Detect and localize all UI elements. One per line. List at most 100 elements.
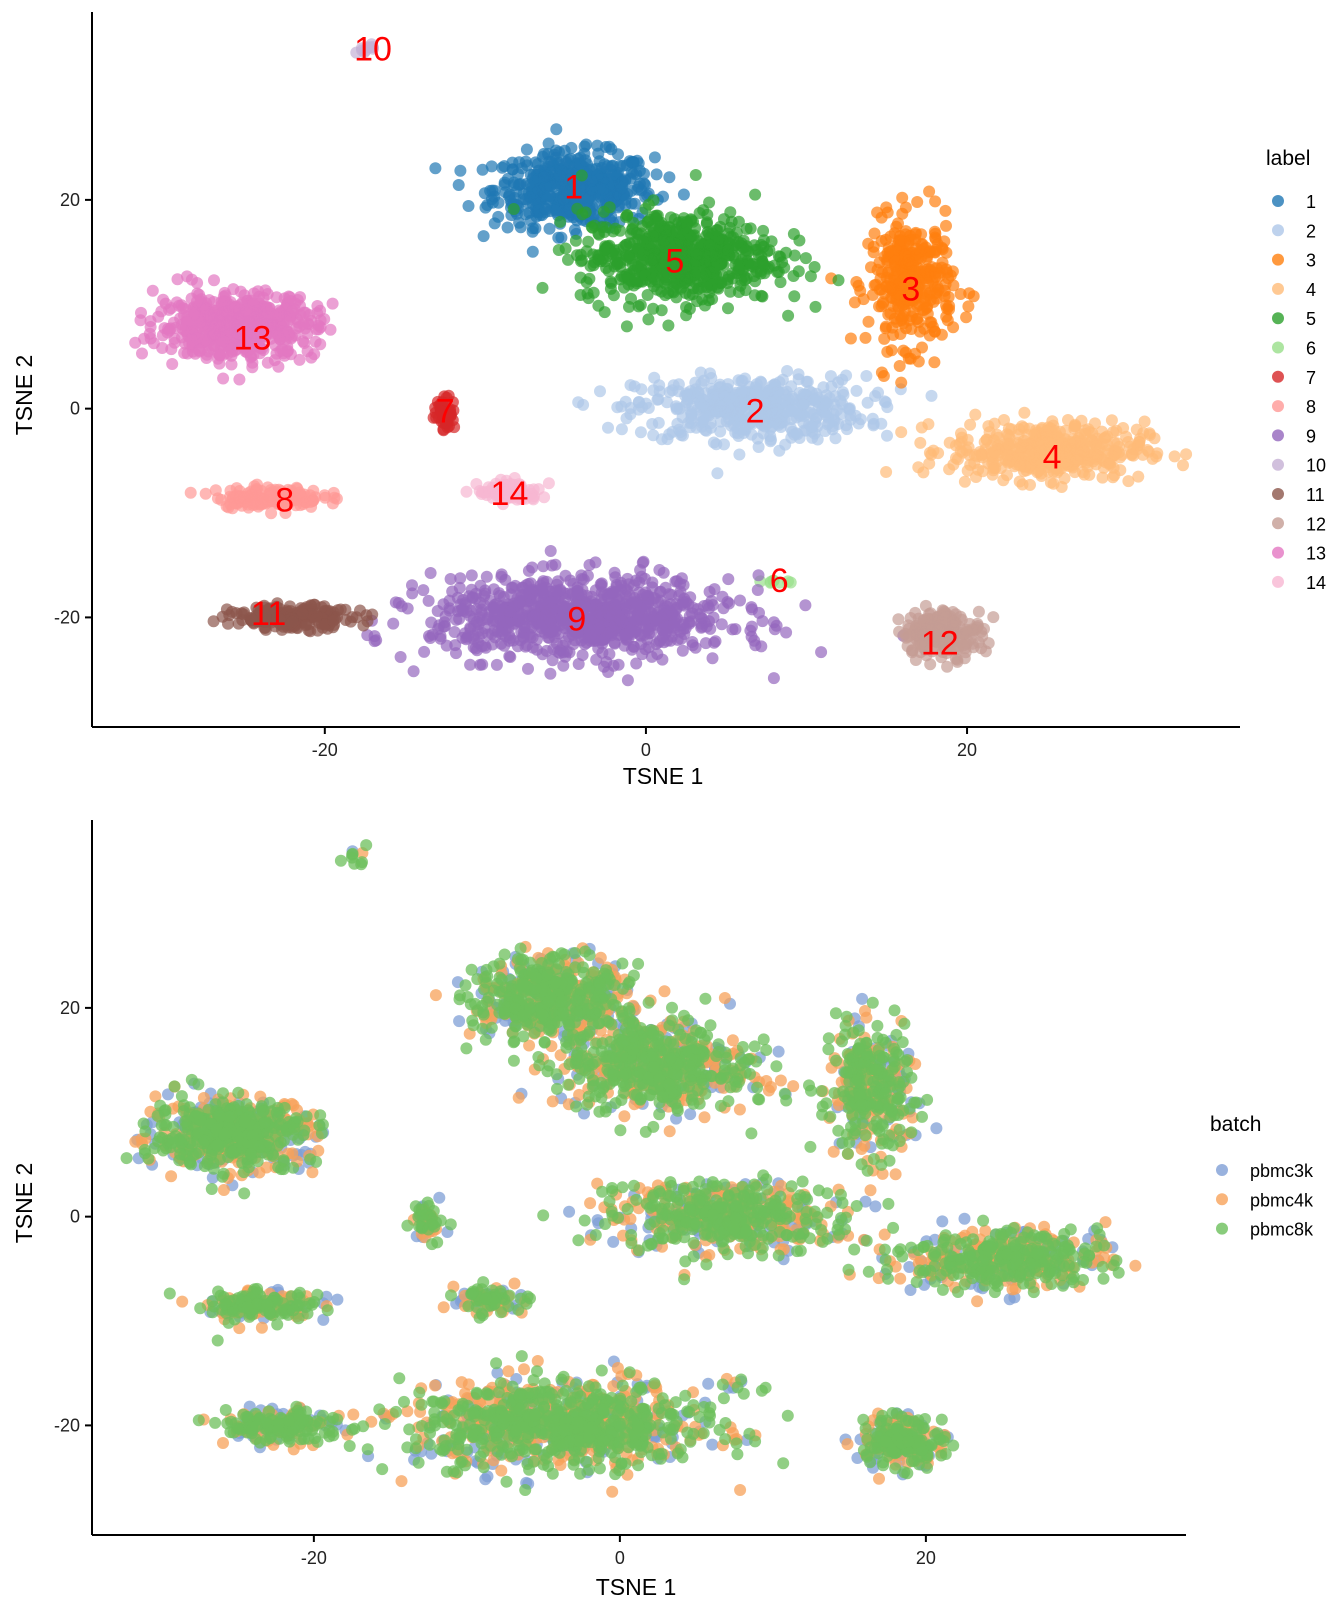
point-cluster-3 bbox=[897, 344, 910, 357]
point-cluster-4 bbox=[1062, 414, 1074, 426]
point-cluster-9 bbox=[630, 657, 643, 670]
legend-key-1 bbox=[1272, 195, 1284, 207]
point-cluster-9 bbox=[453, 581, 466, 594]
point-cluster-5 bbox=[705, 278, 718, 291]
point-cluster-2 bbox=[620, 412, 633, 425]
point-cluster-13 bbox=[165, 343, 178, 356]
point-cluster-5 bbox=[623, 273, 636, 286]
point-cluster-5 bbox=[722, 244, 735, 257]
point-cluster-9 bbox=[653, 585, 666, 598]
point-cluster-1 bbox=[558, 144, 571, 157]
point-cluster-5 bbox=[552, 244, 565, 256]
point-cluster-9 bbox=[422, 594, 435, 607]
legend-label-5: 5 bbox=[1306, 309, 1316, 329]
legend-label-14: 14 bbox=[1306, 573, 1326, 593]
point-cluster-2 bbox=[872, 386, 884, 399]
point-cluster-3 bbox=[902, 250, 915, 263]
point-cluster-13 bbox=[233, 373, 246, 386]
point-cluster-5 bbox=[588, 219, 601, 232]
legend-key-13 bbox=[1272, 546, 1284, 559]
point-cluster-9 bbox=[456, 603, 469, 616]
point-cluster-9 bbox=[546, 625, 559, 638]
point-cluster-5 bbox=[598, 244, 611, 257]
point-cluster-5 bbox=[809, 300, 822, 313]
point-cluster-9 bbox=[589, 556, 602, 569]
legend-label-3: 3 bbox=[1306, 251, 1316, 271]
point-cluster-3 bbox=[954, 288, 967, 300]
point-cluster-2 bbox=[733, 448, 746, 461]
point-cluster-3 bbox=[935, 261, 948, 274]
point-cluster-5 bbox=[740, 244, 753, 257]
point-cluster-2 bbox=[763, 411, 775, 423]
point-cluster-5 bbox=[711, 259, 724, 272]
point-cluster-1 bbox=[478, 187, 491, 200]
point-pbmc3k bbox=[607, 1235, 620, 1248]
point-cluster-5 bbox=[778, 261, 791, 274]
point-cluster-3 bbox=[862, 315, 875, 328]
point-cluster-3 bbox=[880, 320, 892, 333]
point-cluster-9 bbox=[815, 646, 828, 659]
point-cluster-9 bbox=[674, 585, 687, 598]
point-cluster-4 bbox=[964, 418, 977, 431]
point-cluster-13 bbox=[257, 291, 270, 304]
point-cluster-9 bbox=[515, 608, 528, 621]
point-cluster-13 bbox=[314, 304, 327, 317]
point-cluster-9 bbox=[544, 615, 557, 628]
point-cluster-3 bbox=[928, 356, 941, 369]
point-cluster-13 bbox=[168, 332, 181, 345]
point-cluster-2 bbox=[832, 376, 845, 389]
cluster-label-1: 1 bbox=[564, 168, 583, 206]
point-cluster-9 bbox=[717, 602, 730, 615]
point-cluster-1 bbox=[520, 143, 533, 156]
cluster-label-5: 5 bbox=[665, 242, 684, 280]
point-cluster-5 bbox=[744, 222, 757, 235]
point-cluster-9 bbox=[387, 617, 400, 630]
point-cluster-2 bbox=[732, 374, 745, 387]
point-cluster-5 bbox=[744, 259, 757, 272]
point-cluster-2 bbox=[781, 365, 794, 377]
point-cluster-4 bbox=[991, 428, 1003, 441]
point-cluster-13 bbox=[185, 333, 198, 346]
point-cluster-9 bbox=[557, 659, 570, 672]
point-cluster-9 bbox=[595, 579, 608, 592]
point-cluster-5 bbox=[574, 289, 587, 301]
point-cluster-1 bbox=[543, 222, 556, 235]
point-cluster-12 bbox=[957, 639, 970, 652]
point-cluster-5 bbox=[620, 320, 633, 333]
point-cluster-8 bbox=[293, 486, 306, 499]
point-cluster-1 bbox=[619, 193, 632, 206]
legend-label-10: 10 bbox=[1306, 456, 1326, 476]
point-cluster-9 bbox=[478, 639, 491, 652]
point-cluster-11 bbox=[222, 617, 234, 630]
point-cluster-4 bbox=[1006, 450, 1019, 463]
point-cluster-3 bbox=[923, 185, 936, 198]
point-cluster-1 bbox=[485, 160, 498, 173]
point-cluster-2 bbox=[633, 395, 645, 408]
point-cluster-5 bbox=[576, 208, 589, 221]
point-cluster-9 bbox=[544, 667, 557, 680]
point-cluster-1 bbox=[523, 191, 536, 204]
point-cluster-1 bbox=[526, 245, 539, 258]
point-cluster-13 bbox=[144, 321, 157, 333]
legend-key-10 bbox=[1272, 458, 1284, 471]
point-cluster-12 bbox=[892, 613, 905, 626]
point-cluster-1 bbox=[591, 139, 604, 152]
point-cluster-2 bbox=[797, 416, 810, 429]
point-cluster-9 bbox=[417, 584, 430, 597]
point-cluster-9 bbox=[671, 575, 683, 588]
point-cluster-11 bbox=[360, 609, 373, 622]
point-cluster-9 bbox=[524, 631, 537, 644]
point-cluster-4 bbox=[1113, 440, 1125, 453]
point-cluster-8 bbox=[230, 491, 243, 504]
legend-key-2 bbox=[1272, 224, 1284, 237]
point-cluster-1 bbox=[606, 169, 619, 182]
point-cluster-2 bbox=[661, 396, 673, 409]
cluster-label-8: 8 bbox=[275, 481, 294, 519]
point-cluster-9 bbox=[683, 617, 696, 630]
point-cluster-9 bbox=[621, 674, 634, 687]
point-cluster-1 bbox=[543, 190, 556, 203]
point-cluster-9 bbox=[603, 648, 616, 661]
